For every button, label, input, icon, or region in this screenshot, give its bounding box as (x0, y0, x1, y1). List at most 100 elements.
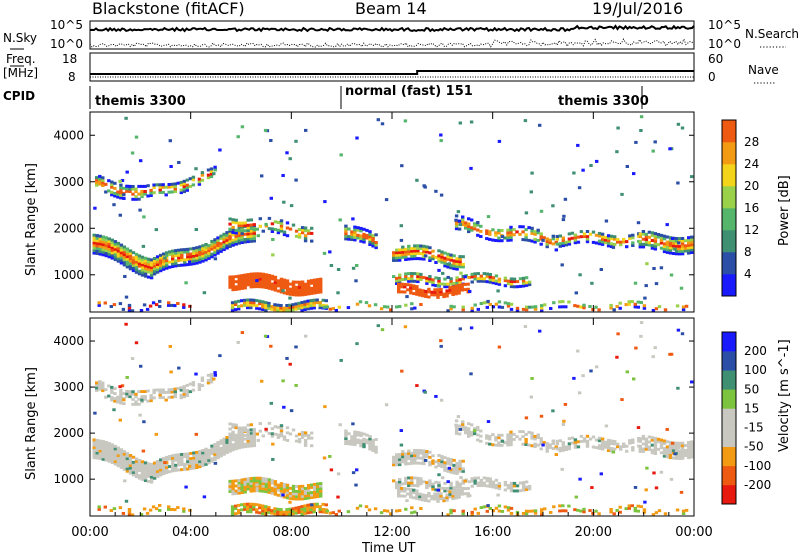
velocity-cell (149, 473, 154, 476)
power-cell (201, 244, 205, 248)
velocity-cell (419, 461, 423, 465)
velocity-cell (300, 510, 304, 514)
velocity-cell (395, 483, 399, 487)
velocity-cell (458, 462, 462, 466)
power-cell (656, 243, 661, 247)
power-cell (110, 193, 114, 197)
velocity-cell (148, 508, 153, 512)
velocity-cell (131, 397, 135, 401)
velocity-cell (276, 493, 281, 497)
velocity-cell (488, 437, 492, 441)
velocity-cell (397, 494, 401, 498)
velocity-cell (497, 345, 502, 349)
velocity-cell (407, 462, 411, 466)
power-cell (455, 262, 459, 266)
power-cell (374, 241, 378, 244)
velocity-cell (437, 486, 441, 490)
power-cell (291, 283, 296, 286)
velocity-cell (110, 456, 114, 459)
power-cell (476, 223, 480, 227)
power-cell (152, 183, 156, 187)
power-cell (222, 248, 226, 252)
power-cell (279, 229, 284, 233)
velocity-cell (416, 481, 420, 485)
power-cell (119, 188, 123, 192)
power-cell (165, 253, 169, 257)
power-cell (503, 279, 508, 283)
power-cell (165, 251, 169, 255)
velocity-cell (125, 464, 130, 468)
velocity-cell (650, 436, 655, 440)
velocity-cell (410, 459, 414, 463)
velocity-cell (297, 492, 302, 496)
velocity-cell (101, 447, 105, 451)
velocity-cell (300, 489, 305, 493)
power-cell (582, 306, 586, 310)
velocity-cell (687, 441, 691, 444)
power-cell (521, 281, 526, 285)
velocity-cell (264, 427, 268, 431)
power-cell (282, 230, 287, 234)
power-cell (182, 179, 186, 183)
power-cell (329, 264, 334, 267)
power-cell (228, 285, 232, 289)
power-cell (401, 278, 405, 281)
velocity-cell (639, 505, 643, 509)
power-cell (538, 123, 542, 127)
power-cell (252, 280, 256, 284)
power-cell (98, 174, 102, 178)
velocity-cell (267, 421, 272, 425)
power-cell (482, 272, 486, 276)
power-cell (143, 190, 147, 193)
power-cell (267, 279, 272, 283)
velocity-cell (597, 436, 602, 440)
power-cell (155, 265, 160, 269)
velocity-cell (455, 467, 459, 470)
velocity-cell (606, 446, 611, 450)
velocity-cell (690, 380, 694, 384)
velocity-cell (521, 512, 526, 515)
velocity-cell (159, 466, 163, 469)
velocity-cell (155, 472, 160, 476)
velocity-cell (260, 379, 264, 383)
power-cell (512, 228, 516, 232)
power-cell (410, 307, 414, 311)
power-cell (406, 288, 410, 292)
freq-tick-top: 18 (62, 52, 77, 66)
velocity-cell (222, 450, 226, 454)
velocity-cell (143, 479, 148, 482)
power-cell (170, 185, 174, 189)
velocity-cell (204, 457, 208, 461)
velocity-cell (427, 499, 431, 503)
velocity-cell (467, 480, 471, 484)
power-cell (443, 285, 447, 289)
power-cell (406, 283, 410, 287)
velocity-cell (428, 461, 432, 464)
velocity-cell (125, 452, 130, 455)
power-cell (446, 309, 450, 313)
velocity-cell (149, 463, 154, 466)
power-cell (119, 248, 124, 252)
velocity-cell (443, 461, 447, 465)
power-cell (170, 303, 174, 307)
velocity-cell (216, 451, 220, 455)
velocity-cell (618, 505, 622, 509)
power-cell (146, 257, 151, 261)
power-cell (246, 218, 250, 222)
velocity-cbar-tick-label: -100 (744, 459, 771, 473)
power-cell (279, 285, 284, 289)
power-cell (189, 257, 193, 261)
velocity-cell (412, 488, 416, 492)
power-cell (609, 306, 613, 310)
power-cell (131, 197, 135, 201)
velocity-cell (599, 472, 603, 476)
power-cell (677, 241, 681, 245)
power-cell (455, 257, 459, 261)
power-cell (209, 170, 214, 173)
velocity-cell (288, 497, 293, 500)
power-cell (270, 305, 274, 309)
power-cell (509, 285, 514, 289)
velocity-cell (423, 390, 427, 394)
power-cell (497, 277, 502, 281)
power-cell (506, 236, 510, 240)
